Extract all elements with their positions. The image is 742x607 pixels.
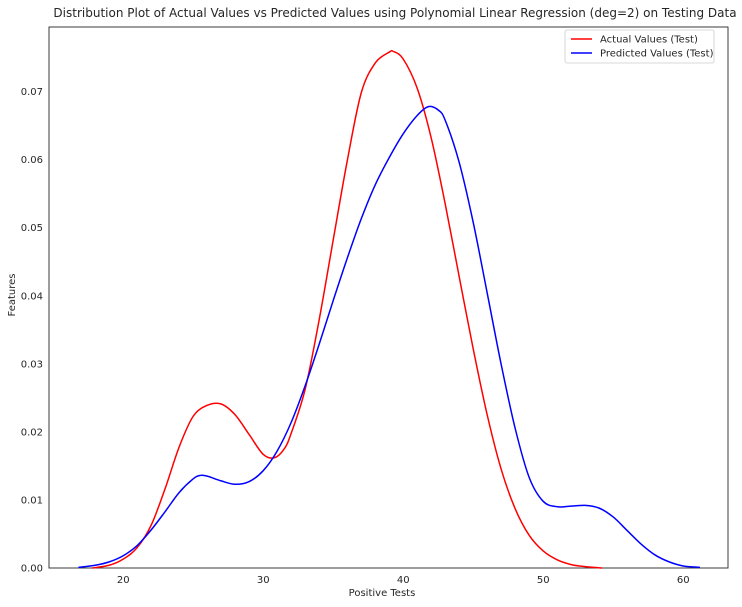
y-tick-label: 0.05 [21,223,43,234]
x-tick-label: 30 [257,575,270,586]
legend-label: Actual Values (Test) [600,35,698,46]
y-tick-label: 0.02 [21,427,43,438]
legend: Actual Values (Test) Predicted Values (Te… [564,29,715,64]
x-axis-ticks: 20 30 40 50 60 [117,575,690,586]
y-tick-label: 0.00 [21,564,43,575]
y-tick-label: 0.07 [21,87,43,98]
series-layer [78,49,701,569]
x-tick-label: 40 [397,575,410,586]
chart-title: Distribution Plot of Actual Values vs Pr… [53,6,736,20]
x-axis-label: Positive Tests [349,588,416,599]
y-axis-ticks: 0.00 0.01 0.02 0.03 0.04 0.05 0.06 0.07 [21,87,43,574]
series-line-predicted [78,105,701,569]
legend-box [564,29,715,64]
y-tick-label: 0.04 [21,291,43,302]
x-tick-label: 60 [677,575,690,586]
legend-label: Predicted Values (Test) [600,49,714,60]
series-line-actual [92,49,603,569]
x-tick-label: 50 [537,575,550,586]
y-tick-label: 0.01 [21,495,43,506]
y-tick-label: 0.03 [21,359,43,370]
plot-area: 20 30 40 50 60 0.000.010.020.030.040.050.060… [21,26,729,586]
x-tick-label: 20 [117,575,130,586]
y-axis-label: Features [7,274,18,317]
plot-frame [48,26,729,569]
y-tick-label: 0.06 [21,155,43,166]
